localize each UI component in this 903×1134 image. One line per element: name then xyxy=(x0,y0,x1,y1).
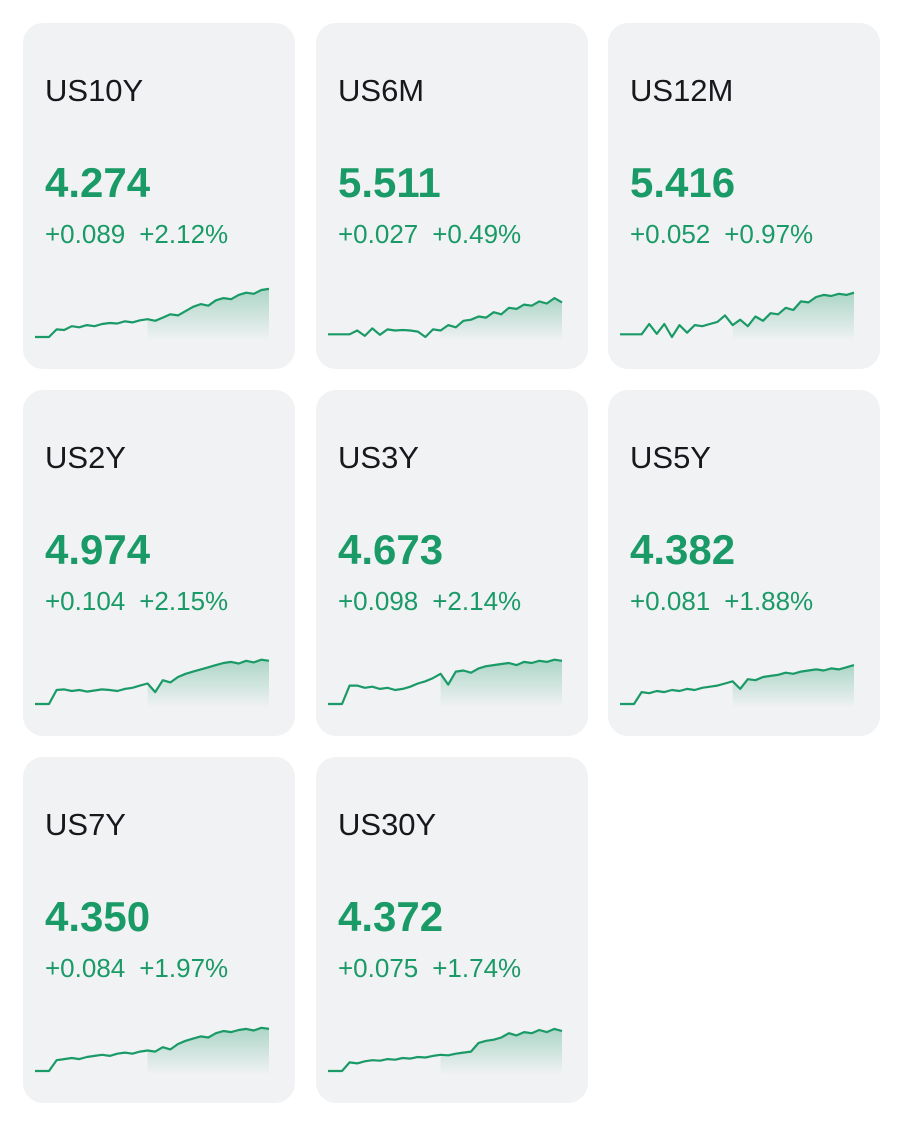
sparkline-chart xyxy=(35,1026,270,1075)
ticker-change-abs: +0.081 xyxy=(630,586,711,616)
ticker-symbol: US12M xyxy=(630,73,734,108)
ticker-change-abs: +0.027 xyxy=(338,219,419,249)
sparkline-area xyxy=(732,292,854,341)
sparkline-area xyxy=(732,665,854,708)
ticker-change-pct: +2.15% xyxy=(139,586,229,616)
sparkline-chart xyxy=(328,658,563,708)
ticker-change-abs: +0.104 xyxy=(45,586,126,616)
sparkline-chart xyxy=(620,291,855,341)
ticker-changes: +0.104 +2.15% xyxy=(45,586,228,616)
sparkline-line xyxy=(328,297,563,339)
ticker-card-us12m[interactable]: US12M 5.416 +0.052 +0.97% xyxy=(608,23,880,369)
ticker-card-us30y[interactable]: US30Y 4.372 +0.075 +1.74% xyxy=(316,757,588,1103)
ticker-change-pct: +1.97% xyxy=(139,953,229,983)
sparkline-area xyxy=(147,659,269,708)
ticker-changes: +0.081 +1.88% xyxy=(630,586,813,616)
ticker-symbol: US30Y xyxy=(338,807,437,842)
sparkline-line xyxy=(620,291,855,339)
ticker-card-us7y[interactable]: US7Y 4.350 +0.084 +1.97% xyxy=(23,757,295,1103)
ticker-changes: +0.084 +1.97% xyxy=(45,953,228,983)
ticker-symbol: US5Y xyxy=(630,440,711,475)
ticker-price: 4.382 xyxy=(630,526,736,573)
ticker-change-pct: +0.97% xyxy=(724,219,814,249)
sparkline-line xyxy=(620,664,855,706)
sparkline-area xyxy=(147,288,269,341)
ticker-price: 4.350 xyxy=(45,893,151,940)
sparkline-chart xyxy=(328,297,563,341)
sparkline-chart xyxy=(35,658,270,708)
ticker-changes: +0.075 +1.74% xyxy=(338,953,521,983)
ticker-price: 4.372 xyxy=(338,893,444,940)
ticker-change-abs: +0.098 xyxy=(338,586,419,616)
ticker-symbol: US7Y xyxy=(45,807,126,842)
ticker-symbol: US2Y xyxy=(45,440,126,475)
ticker-change-pct: +2.12% xyxy=(139,219,229,249)
sparkline-chart xyxy=(328,1027,563,1075)
ticker-symbol: US3Y xyxy=(338,440,419,475)
sparkline-line xyxy=(35,1026,270,1073)
sparkline-area xyxy=(440,298,562,341)
sparkline-area xyxy=(440,659,562,708)
ticker-changes: +0.027 +0.49% xyxy=(338,219,521,249)
ticker-changes: +0.052 +0.97% xyxy=(630,219,813,249)
ticker-price: 5.511 xyxy=(338,159,441,206)
ticker-changes: +0.098 +2.14% xyxy=(338,586,521,616)
ticker-price: 4.974 xyxy=(45,526,151,573)
ticker-card-us10y[interactable]: US10Y 4.274 +0.089 +2.12% xyxy=(23,23,295,369)
ticker-card-us3y[interactable]: US3Y 4.673 +0.098 +2.14% xyxy=(316,390,588,736)
ticker-change-abs: +0.075 xyxy=(338,953,419,983)
sparkline-area xyxy=(440,1028,562,1075)
ticker-price: 5.416 xyxy=(630,159,736,206)
sparkline-line xyxy=(35,658,270,706)
ticker-symbol: US10Y xyxy=(45,73,144,108)
ticker-price: 4.274 xyxy=(45,159,151,206)
sparkline-line xyxy=(35,287,270,339)
sparkline-line xyxy=(328,658,563,706)
ticker-change-pct: +2.14% xyxy=(432,586,522,616)
sparkline-chart xyxy=(35,287,270,341)
ticker-change-abs: +0.084 xyxy=(45,953,126,983)
ticker-change-abs: +0.089 xyxy=(45,219,126,249)
ticker-price: 4.673 xyxy=(338,526,444,573)
ticker-card-us5y[interactable]: US5Y 4.382 +0.081 +1.88% xyxy=(608,390,880,736)
ticker-changes: +0.089 +2.12% xyxy=(45,219,228,249)
ticker-change-pct: +0.49% xyxy=(432,219,522,249)
ticker-change-abs: +0.052 xyxy=(630,219,711,249)
ticker-change-pct: +1.88% xyxy=(724,586,814,616)
sparkline-area xyxy=(147,1027,269,1075)
ticker-card-us2y[interactable]: US2Y 4.974 +0.104 +2.15% xyxy=(23,390,295,736)
ticker-change-pct: +1.74% xyxy=(432,953,522,983)
ticker-card-us6m[interactable]: US6M 5.511 +0.027 +0.49% xyxy=(316,23,588,369)
sparkline-line xyxy=(328,1027,563,1073)
sparkline-chart xyxy=(620,664,855,708)
ticker-symbol: US6M xyxy=(338,73,425,108)
